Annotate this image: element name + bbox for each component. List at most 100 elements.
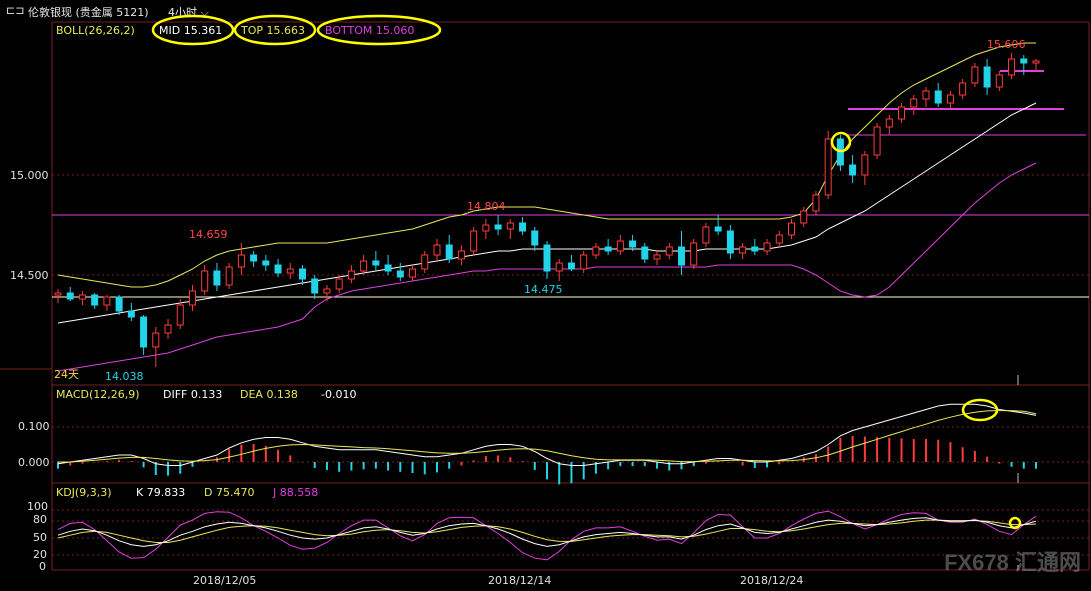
candle-body xyxy=(115,296,123,312)
candle-body xyxy=(934,90,942,104)
kdj-indicator-name[interactable]: KDJ(9,3,3) xyxy=(56,486,112,499)
date-label-1224: 2018/12/24 xyxy=(740,574,803,587)
candle-body xyxy=(91,294,99,306)
boll-top-line xyxy=(57,42,1036,288)
candle-body xyxy=(690,242,698,266)
candle-body xyxy=(983,66,991,88)
macd-indicator-name[interactable]: MACD(12,26,9) xyxy=(56,388,140,401)
candle-body xyxy=(335,278,343,290)
candle-body xyxy=(726,230,734,254)
candle-body xyxy=(641,246,649,260)
candle-body xyxy=(849,164,857,176)
candle-body xyxy=(188,290,196,306)
candle-body xyxy=(653,254,661,260)
price-tick-15000: 15.000 xyxy=(10,169,49,182)
boll-indicator-name[interactable]: BOLL(26,26,2) xyxy=(56,24,135,37)
candle-body xyxy=(470,230,478,252)
candle-body xyxy=(959,82,967,96)
candle-body xyxy=(409,268,417,278)
macd-diff-line xyxy=(57,403,1037,466)
instrument-title: 伦敦银现 (贵金属 5121) xyxy=(28,6,149,19)
candle-body xyxy=(873,126,881,156)
candle-body xyxy=(506,222,514,230)
candle-body xyxy=(201,270,209,292)
macd-tick-0000: 0.000 xyxy=(18,456,50,469)
candle-body xyxy=(311,278,319,294)
candle-body xyxy=(66,292,74,300)
kdj-d-line xyxy=(57,519,1037,543)
candle-body xyxy=(567,262,575,270)
boll-bottom-value: BOTTOM 15.060 xyxy=(325,24,414,37)
annotation-low-14038: 14.038 xyxy=(105,370,144,383)
candle-body xyxy=(739,246,747,254)
candle-body xyxy=(824,138,832,196)
annotation-high-15606: 15.606 xyxy=(987,38,1026,51)
candle-body xyxy=(1032,60,1040,64)
switch-icon[interactable]: ⊏⊐ xyxy=(6,4,25,17)
boll-top-value: TOP 15.663 xyxy=(240,24,305,37)
kdj-tick-0: 0 xyxy=(39,560,46,573)
candle-body xyxy=(445,244,453,260)
candle-body xyxy=(323,288,331,294)
highlight-circle-bottom xyxy=(316,14,442,46)
candle-body xyxy=(1008,58,1016,76)
candle-body xyxy=(262,260,270,266)
kdj-tick-80: 80 xyxy=(33,513,47,526)
highlight-circle-macd-cross xyxy=(961,398,999,422)
candle-body xyxy=(396,270,404,278)
macd-histogram-value: -0.010 xyxy=(321,388,356,401)
candle-body xyxy=(433,244,441,256)
kdj-tick-50: 50 xyxy=(33,531,47,544)
macd-dea-line xyxy=(58,410,1037,463)
candle-body xyxy=(237,254,245,268)
kdj-j-value: J 88.558 xyxy=(272,486,318,499)
watermark-logo: FX678 汇通网 xyxy=(944,545,1081,577)
candle-body xyxy=(531,230,539,246)
candle-body xyxy=(543,244,551,272)
boll-mid-value: MID 15.361 xyxy=(159,24,222,37)
candle-body xyxy=(665,246,673,256)
candle-body xyxy=(971,66,979,84)
candle-body xyxy=(763,242,771,252)
candle-body xyxy=(702,226,710,244)
kdj-tick-100: 100 xyxy=(27,500,48,513)
kdj-k-line xyxy=(57,517,1037,547)
macd-diff-value: DIFF 0.133 xyxy=(163,388,222,401)
candle-body xyxy=(127,310,135,318)
candle-body xyxy=(78,294,86,300)
candle-body xyxy=(250,254,258,262)
candle-body xyxy=(800,210,808,224)
candle-body xyxy=(54,292,62,296)
watermark-text: FX678 汇通网 xyxy=(944,550,1081,575)
candle-body xyxy=(910,98,918,108)
candle-body xyxy=(152,332,160,348)
macd-dea-value: DEA 0.138 xyxy=(240,388,298,401)
annotation-14659: 14.659 xyxy=(189,228,228,241)
candle-body xyxy=(751,246,759,252)
highlight-circle-kdj-cross xyxy=(1008,516,1022,530)
kdj-tick-20: 20 xyxy=(33,548,47,561)
candle-body xyxy=(140,316,148,348)
candle-body xyxy=(274,264,282,274)
price-tick-14500: 14.500 xyxy=(10,269,49,282)
date-label-1205: 2018/12/05 xyxy=(193,574,256,587)
annotation-14475: 14.475 xyxy=(524,283,563,296)
candle-body xyxy=(946,94,954,104)
candle-body xyxy=(519,222,527,232)
candle-body xyxy=(861,154,869,176)
candle-body xyxy=(421,254,429,270)
candle-body xyxy=(898,106,906,120)
kdj-j-line xyxy=(57,510,1037,561)
chevron-down-icon[interactable]: ⌵ xyxy=(200,6,209,19)
date-label-1214: 2018/12/14 xyxy=(488,574,551,587)
candle-body xyxy=(286,268,294,274)
candle-body xyxy=(995,74,1003,88)
candle-body xyxy=(103,296,111,306)
candle-body xyxy=(616,240,624,252)
kdj-d-value: D 75.470 xyxy=(204,486,254,499)
highlight-circle-mid xyxy=(151,14,235,46)
candle-body xyxy=(482,224,490,232)
kdj-k-value: K 79.833 xyxy=(136,486,185,499)
candle-body xyxy=(555,262,563,272)
